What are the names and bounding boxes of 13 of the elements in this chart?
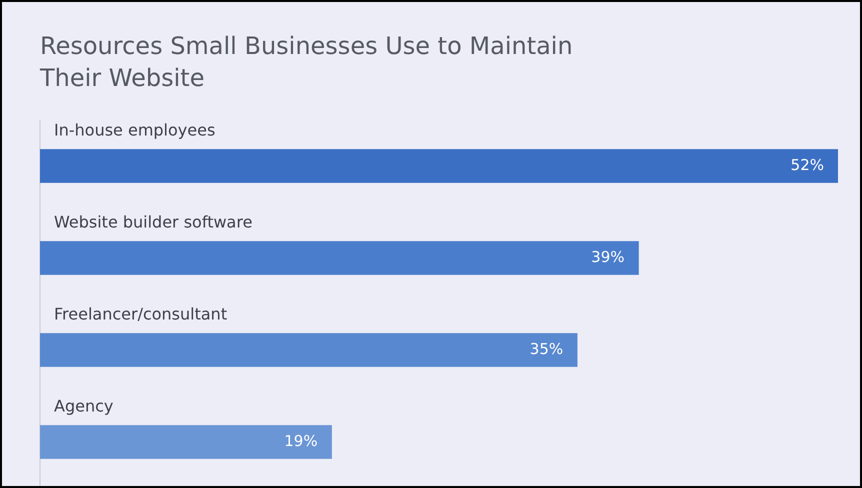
y-tick-label: Website builder software bbox=[54, 212, 252, 232]
data-label: 52% bbox=[790, 156, 824, 174]
data-label: 39% bbox=[591, 248, 624, 266]
bar bbox=[40, 333, 578, 367]
bar bbox=[40, 425, 332, 459]
bar bbox=[40, 241, 639, 275]
y-tick-label: In-house employees bbox=[54, 120, 216, 140]
data-label: 35% bbox=[530, 340, 564, 358]
data-label: 19% bbox=[284, 432, 318, 450]
bar bbox=[40, 149, 838, 183]
y-tick-label: Agency bbox=[54, 396, 114, 416]
chart-title: Resources Small Businesses Use to Maintain Their Website bbox=[40, 31, 574, 94]
y-tick-label: Freelancer/consultant bbox=[54, 304, 228, 324]
